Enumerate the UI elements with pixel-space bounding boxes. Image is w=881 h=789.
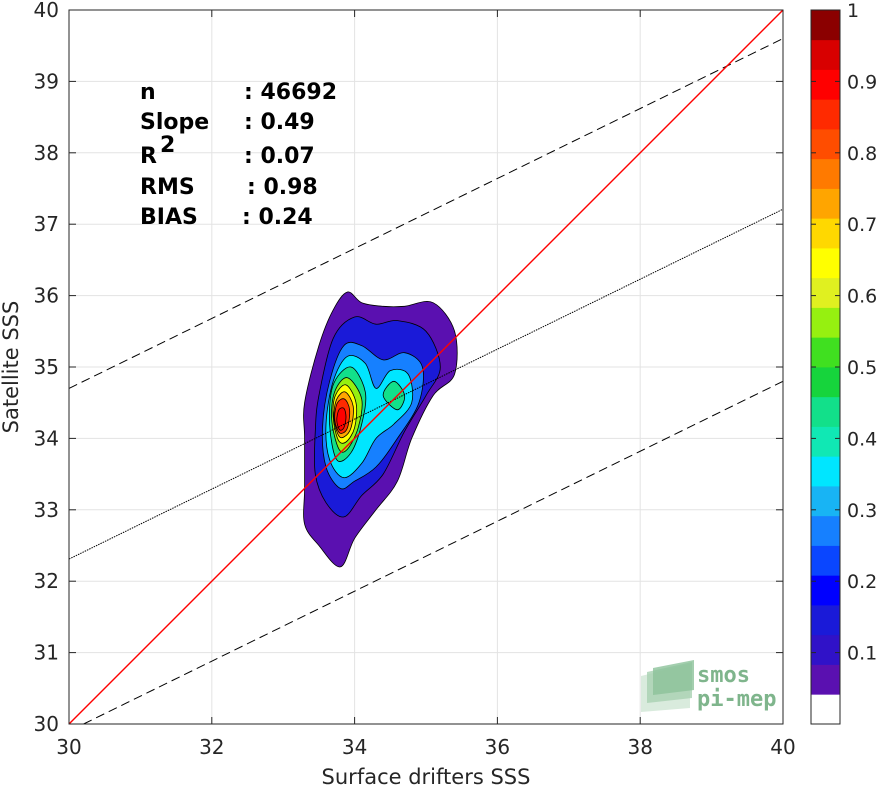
y-tick-label: 30 bbox=[34, 712, 59, 736]
colorbar-swatch bbox=[811, 248, 840, 279]
colorbar-swatch bbox=[811, 634, 840, 665]
colorbar-tick-label: 1 bbox=[847, 0, 859, 22]
colorbar-swatch bbox=[811, 307, 840, 338]
y-tick-label: 37 bbox=[34, 212, 59, 236]
colorbar-swatch bbox=[811, 129, 840, 160]
colorbar-swatch bbox=[811, 605, 840, 636]
density-contours bbox=[303, 291, 458, 568]
stat-n-value: : 46692 bbox=[244, 80, 337, 105]
regression-line bbox=[68, 208, 784, 560]
x-tick-label: 30 bbox=[56, 735, 81, 759]
y-tick-label: 40 bbox=[34, 0, 59, 22]
logo-line2: pi-mep bbox=[697, 687, 776, 712]
stat-bias-value: : 0.24 bbox=[242, 205, 313, 230]
y-tick-label: 33 bbox=[34, 498, 59, 522]
logo-line1: smos bbox=[697, 663, 750, 688]
x-tick-label: 40 bbox=[770, 735, 795, 759]
y-tick-label: 35 bbox=[34, 355, 59, 379]
x-tick-label: 38 bbox=[627, 735, 652, 759]
colorbar-swatch bbox=[811, 694, 840, 725]
stat-r2-label: R bbox=[140, 144, 157, 169]
colorbar-tick-label: 0.1 bbox=[847, 643, 877, 665]
colorbar-swatch bbox=[811, 218, 840, 249]
lower-bound-line bbox=[83, 380, 784, 725]
stat-n-label: n bbox=[140, 80, 156, 105]
colorbar-tick-label: 0.3 bbox=[847, 500, 877, 522]
stat-bias-label: BIAS bbox=[140, 205, 198, 230]
identity-line bbox=[68, 9, 784, 725]
stat-slope-label: Slope bbox=[140, 110, 209, 135]
colorbar-swatch bbox=[811, 10, 840, 41]
y-tick-label: 38 bbox=[34, 141, 59, 165]
colorbar-swatch bbox=[811, 575, 840, 606]
colorbar-tick-label: 0.6 bbox=[847, 286, 877, 308]
colorbar-tick-label: 0.5 bbox=[847, 357, 877, 379]
y-tick-label: 36 bbox=[34, 284, 59, 308]
stat-rms-value: : 0.98 bbox=[247, 175, 318, 200]
colorbar-swatch bbox=[811, 664, 840, 695]
x-tick-label: 34 bbox=[342, 735, 367, 759]
colorbar-swatch bbox=[811, 158, 840, 189]
axis-ticks: 30 32 34 36 38 40 30 31 32 33 34 35 36 37 38 39 40 bbox=[34, 0, 796, 759]
contour-level bbox=[336, 407, 347, 431]
colorbar-tick-label: 0.8 bbox=[847, 143, 877, 165]
colorbar-tick-label: 0.7 bbox=[847, 214, 877, 236]
colorbar-swatch bbox=[811, 69, 840, 100]
colorbar-swatch bbox=[811, 486, 840, 517]
y-axis-label: Satellite SSS bbox=[0, 301, 23, 434]
colorbar-swatch bbox=[811, 545, 840, 576]
colorbar-swatch bbox=[811, 515, 840, 546]
stat-rms-label: RMS bbox=[140, 175, 195, 200]
colorbar-swatch bbox=[811, 99, 840, 130]
colorbar-swatch bbox=[811, 367, 840, 398]
colorbar-swatch bbox=[811, 277, 840, 308]
colorbar-tick-label: 0.9 bbox=[847, 71, 877, 93]
y-tick-label: 39 bbox=[34, 69, 59, 93]
stat-r2-sup: 2 bbox=[160, 133, 175, 158]
stat-r2-value: : 0.07 bbox=[244, 144, 315, 169]
colorbar-tick-label: 0.4 bbox=[847, 428, 877, 450]
colorbar-swatch bbox=[811, 337, 840, 368]
colorbar-tick-label: 0.2 bbox=[847, 571, 877, 593]
upper-bound-line bbox=[68, 38, 784, 389]
colorbar-swatch bbox=[811, 456, 840, 487]
colorbar-swatch bbox=[811, 396, 840, 427]
stats-box: n : 46692 Slope : 0.49 R 2 : 0.07 RMS : … bbox=[140, 80, 337, 230]
x-tick-label: 36 bbox=[485, 735, 510, 759]
y-tick-label: 34 bbox=[34, 426, 59, 450]
colorbar-swatch bbox=[811, 188, 840, 219]
stat-slope-value: : 0.49 bbox=[244, 110, 315, 135]
y-tick-label: 31 bbox=[34, 641, 59, 665]
x-axis-label: Surface drifters SSS bbox=[322, 765, 531, 789]
colorbar-swatch bbox=[811, 39, 840, 70]
smos-pi-mep-logo: smos pi-mep bbox=[641, 660, 776, 712]
y-tick-label: 32 bbox=[34, 569, 59, 593]
logo-waves-icon bbox=[641, 660, 694, 712]
colorbar: 0.1 0.2 0.3 0.4 0.5 0.6 0.7 0.8 0.9 1 bbox=[810, 0, 877, 725]
colorbar-swatch bbox=[811, 426, 840, 457]
x-tick-label: 32 bbox=[199, 735, 224, 759]
reference-lines bbox=[68, 9, 784, 725]
